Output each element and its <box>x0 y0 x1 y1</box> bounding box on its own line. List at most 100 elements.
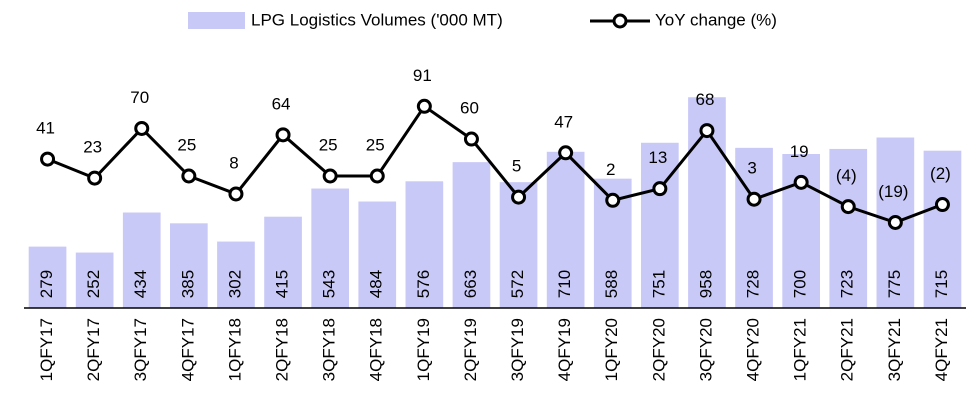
line-label: 8 <box>229 153 238 172</box>
line-marker <box>87 170 103 186</box>
line-label: 60 <box>460 99 479 118</box>
x-tick-label: 3QFY21 <box>885 318 904 381</box>
x-tick-label: 3QFY19 <box>508 318 527 381</box>
x-tick-label: 4QFY19 <box>555 318 574 381</box>
x-tick-label: 2QFY17 <box>84 318 103 381</box>
line-marker <box>416 98 432 114</box>
x-tick-label: 4QFY20 <box>744 318 763 381</box>
line-label: (19) <box>878 182 908 201</box>
bar <box>923 150 962 308</box>
line-marker <box>511 189 527 205</box>
x-tick-label: 1QFY20 <box>602 318 621 381</box>
line-marker <box>322 168 338 184</box>
bar <box>217 241 255 308</box>
line-label: (2) <box>930 164 951 183</box>
bar-label: 484 <box>367 270 386 298</box>
bar-label: 775 <box>885 270 904 298</box>
line-label: 68 <box>695 90 714 109</box>
line-label: 64 <box>272 94 291 113</box>
bar-label: 434 <box>131 270 150 298</box>
line-label: 13 <box>648 148 667 167</box>
line-marker <box>463 131 479 147</box>
x-tick-label: 2QFY20 <box>649 318 668 381</box>
line-marker <box>793 174 809 190</box>
x-tick-label: 1QFY18 <box>225 318 244 381</box>
line-marker <box>605 192 621 208</box>
line-marker <box>558 145 574 161</box>
line-marker <box>840 199 856 215</box>
x-tick-label: 4QFY17 <box>178 318 197 381</box>
line-label: 25 <box>366 135 385 154</box>
line-marker <box>934 197 950 213</box>
bar-label: 663 <box>461 270 480 298</box>
x-tick-label: 1QFY21 <box>791 318 810 381</box>
line-marker <box>134 120 150 136</box>
legend-swatch-bar <box>188 12 245 29</box>
x-tick-label: 4QFY18 <box>367 318 386 381</box>
line-label: 3 <box>747 159 756 178</box>
x-tick-label: 3QFY17 <box>131 318 150 381</box>
bar-label: 302 <box>225 270 244 298</box>
bar-label: 385 <box>178 270 197 298</box>
line-marker <box>40 151 56 167</box>
x-tick-label: 3QFY18 <box>320 318 339 381</box>
line-label: 41 <box>36 119 55 138</box>
bar <box>170 223 208 308</box>
legend-label: YoY change (%) <box>655 10 777 29</box>
legend-marker <box>612 13 628 29</box>
bar <box>122 212 161 308</box>
line-marker <box>887 214 903 230</box>
bar-label: 572 <box>508 270 527 298</box>
x-tick-label: 4QFY21 <box>932 318 951 381</box>
line-label: 25 <box>319 135 338 154</box>
bar <box>311 188 349 308</box>
bar-label: 723 <box>838 270 857 298</box>
line-marker <box>699 123 715 139</box>
line-label: 25 <box>177 135 196 154</box>
line-label: 23 <box>83 138 102 157</box>
bar <box>28 246 67 308</box>
line <box>46 104 943 225</box>
bar <box>641 142 679 308</box>
line-marker <box>181 168 197 184</box>
bar-label: 415 <box>273 270 292 298</box>
line-label: 19 <box>790 142 809 161</box>
line-label: 47 <box>554 112 573 131</box>
bar <box>546 151 585 308</box>
bar-label: 576 <box>414 270 433 298</box>
bar <box>735 147 773 308</box>
line-marker <box>369 168 385 184</box>
bar-label: 700 <box>791 270 810 298</box>
bar-label: 751 <box>649 270 668 298</box>
x-tick-label: 2QFY18 <box>273 318 292 381</box>
x-tick-label: 2QFY21 <box>838 318 857 381</box>
line-label: 2 <box>606 160 615 179</box>
bar <box>75 252 114 308</box>
line-marker <box>228 186 244 202</box>
bar-label: 252 <box>84 270 103 298</box>
x-tick-label: 2QFY19 <box>461 318 480 381</box>
x-tick-label: 3QFY20 <box>696 318 715 381</box>
line-marker <box>746 191 762 207</box>
bar-label: 710 <box>555 270 574 298</box>
line-label: 5 <box>512 157 521 176</box>
bar <box>452 162 491 308</box>
bar <box>829 148 868 308</box>
bar-label: 728 <box>744 270 763 298</box>
line-marker <box>652 181 668 197</box>
line-marker <box>275 127 291 143</box>
legend-label: LPG Logistics Volumes ('000 MT) <box>251 10 503 29</box>
bar <box>358 201 397 308</box>
bar-label: 958 <box>696 270 715 298</box>
bar-label: 543 <box>320 270 339 298</box>
bar <box>264 216 302 308</box>
line-label: (4) <box>836 166 857 185</box>
line-label: 91 <box>413 66 432 85</box>
bar-label: 279 <box>37 270 56 298</box>
x-tick-label: 1QFY17 <box>37 318 56 381</box>
bar <box>405 181 444 308</box>
bar-label: 588 <box>602 270 621 298</box>
x-tick-label: 1QFY19 <box>414 318 433 381</box>
bar-label: 715 <box>932 270 951 298</box>
